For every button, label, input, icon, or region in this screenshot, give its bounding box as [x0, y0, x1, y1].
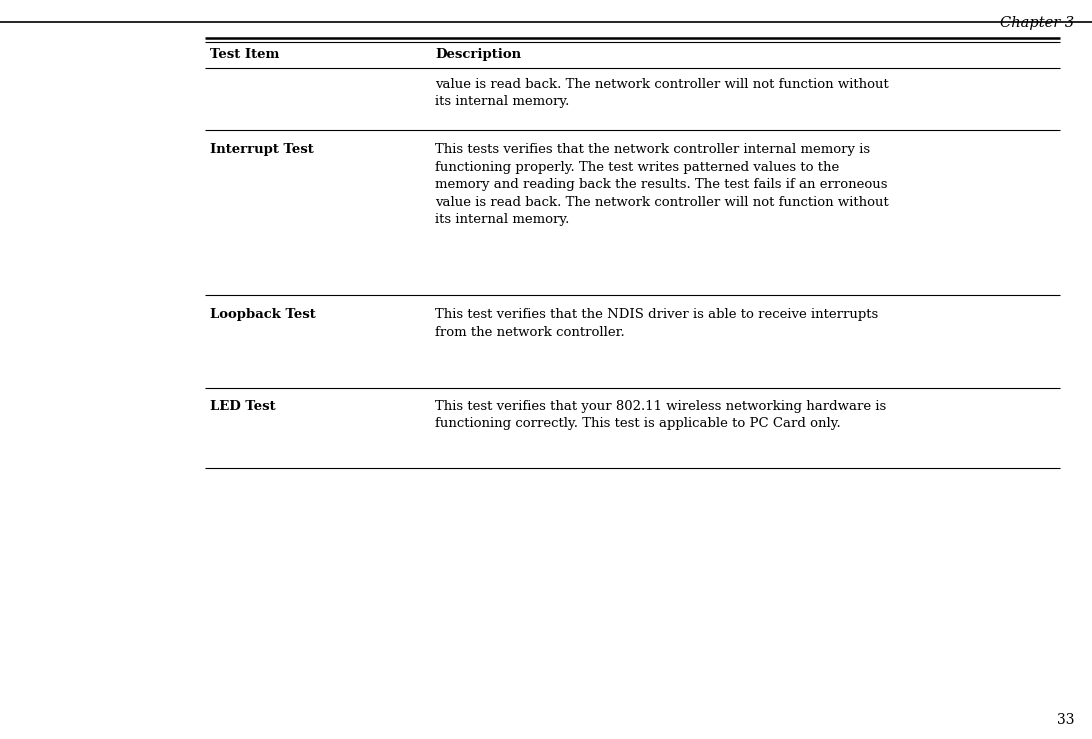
Text: Description: Description	[435, 48, 521, 61]
Text: This test verifies that the NDIS driver is able to receive interrupts
from the n: This test verifies that the NDIS driver …	[435, 308, 878, 338]
Text: LED Test: LED Test	[210, 400, 275, 413]
Text: Interrupt Test: Interrupt Test	[210, 143, 313, 156]
Text: This tests verifies that the network controller internal memory is
functioning p: This tests verifies that the network con…	[435, 143, 889, 226]
Text: Loopback Test: Loopback Test	[210, 308, 316, 321]
Text: Chapter 3: Chapter 3	[1000, 16, 1075, 30]
Text: 33: 33	[1056, 713, 1075, 727]
Text: Test Item: Test Item	[210, 48, 280, 61]
Text: This test verifies that your 802.11 wireless networking hardware is
functioning : This test verifies that your 802.11 wire…	[435, 400, 887, 431]
Text: value is read back. The network controller will not function without
its interna: value is read back. The network controll…	[435, 78, 889, 109]
